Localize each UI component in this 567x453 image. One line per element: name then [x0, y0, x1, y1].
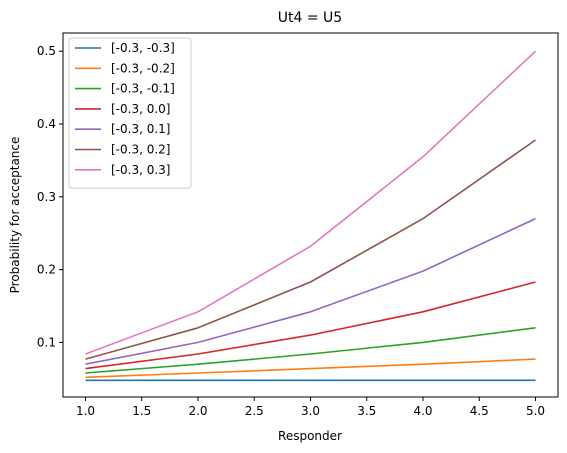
series-line-2	[85, 327, 536, 374]
x-tick-label: 3.0	[301, 404, 320, 418]
x-tick-label: 5.0	[526, 404, 545, 418]
legend-label: [-0.3, 0.1]	[111, 122, 171, 136]
x-tick-label: 1.0	[76, 404, 95, 418]
y-tick-label: 0.2	[37, 263, 56, 277]
series-line-4	[85, 217, 536, 365]
legend-label: [-0.3, 0.0]	[111, 102, 171, 116]
x-tick-label: 1.5	[132, 404, 151, 418]
series-line-6	[85, 50, 537, 355]
series-layer	[85, 50, 537, 382]
series-line-1	[85, 358, 536, 379]
legend: [-0.3, -0.3] [-0.3, -0.2] [-0.3, -0.1] [-0.…	[68, 37, 192, 189]
y-tick-label: 0.4	[37, 117, 56, 131]
chart-title: Ut4 = U5	[278, 10, 342, 26]
legend-box	[68, 37, 192, 189]
x-tick-label: 2.5	[245, 404, 264, 418]
legend-label: [-0.3, 0.2]	[111, 143, 171, 157]
y-axis-label: Probability for acceptance	[8, 137, 22, 294]
y-tick-label: 0.3	[37, 190, 56, 204]
x-tick-label: 2.0	[188, 404, 207, 418]
x-tick-label: 4.5	[470, 404, 489, 418]
legend-label: [-0.3, 0.3]	[111, 163, 171, 177]
y-tick-label: 0.5	[37, 44, 56, 58]
legend-label: [-0.3, -0.2]	[111, 61, 175, 75]
y-tick-label: 0.1	[37, 335, 56, 349]
series-line-5	[85, 139, 536, 360]
y-axis: 0.1 0.2 0.3 0.4 0.5	[37, 44, 63, 349]
x-axis-label: Responder	[278, 429, 342, 443]
x-axis: 1.0 1.5 2.0 2.5 3.0 3.5 4.0 4.5 5.0	[76, 397, 545, 418]
x-tick-label: 4.0	[413, 404, 432, 418]
series-line-3	[85, 281, 536, 370]
legend-label: [-0.3, -0.1]	[111, 82, 175, 96]
x-tick-label: 3.5	[357, 404, 376, 418]
legend-label: [-0.3, -0.3]	[111, 41, 175, 55]
